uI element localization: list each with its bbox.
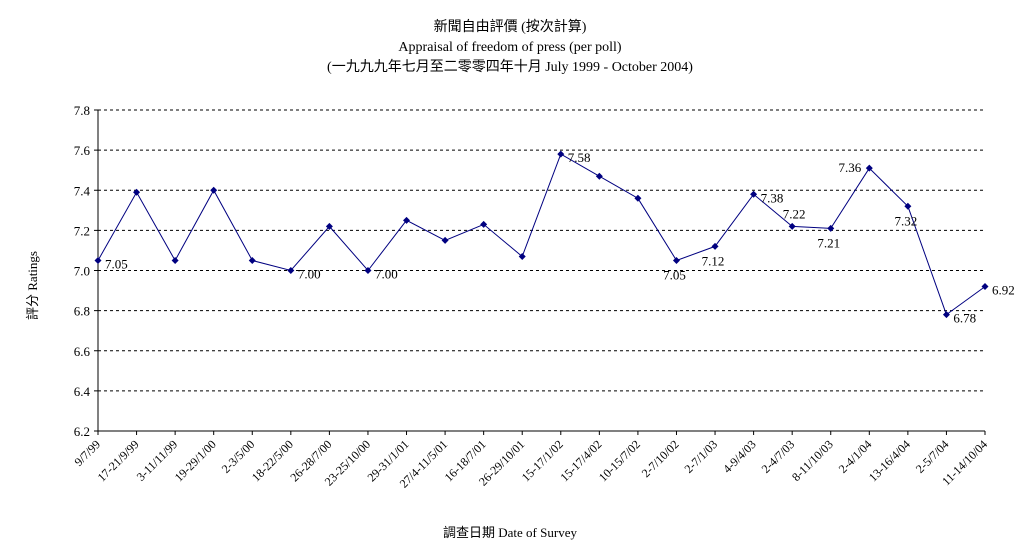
data-point xyxy=(210,186,218,194)
data-label: 7.05 xyxy=(663,267,686,282)
data-point xyxy=(672,256,680,264)
data-point xyxy=(711,242,719,250)
y-tick-label: 6.2 xyxy=(74,424,90,439)
data-label: 7.12 xyxy=(702,253,725,268)
y-tick-label: 6.4 xyxy=(74,384,91,399)
data-label: 7.58 xyxy=(568,150,591,165)
data-label: 7.00 xyxy=(298,267,321,282)
data-label: 7.21 xyxy=(817,235,840,250)
y-tick-label: 7.2 xyxy=(74,223,90,238)
data-label: 7.05 xyxy=(105,256,128,271)
data-point xyxy=(595,172,603,180)
x-tick-label: 17-21/9/99 xyxy=(95,437,142,484)
data-point xyxy=(403,216,411,224)
data-point xyxy=(248,256,256,264)
data-point xyxy=(480,220,488,228)
data-point xyxy=(827,224,835,232)
y-tick-label: 6.6 xyxy=(74,344,91,359)
chart-title-zh: 新聞自由評價 (按次計算) xyxy=(433,20,587,35)
data-label: 7.38 xyxy=(761,190,784,205)
y-tick-label: 7.4 xyxy=(74,183,91,198)
data-point xyxy=(904,202,912,210)
data-point xyxy=(981,283,989,291)
data-point xyxy=(518,252,526,260)
x-tick-label: 13-16/4/04 xyxy=(866,437,913,484)
y-tick-label: 7.0 xyxy=(74,264,90,279)
x-tick-label: 2-5/7/04 xyxy=(913,437,952,476)
x-tick-label: 8-11/10/03 xyxy=(789,437,836,484)
data-point xyxy=(94,256,102,264)
x-tick-label: 2-4/7/03 xyxy=(759,437,798,476)
x-tick-label: 2-3/5/00 xyxy=(219,437,258,476)
x-tick-label: 2-4/1/04 xyxy=(836,437,875,476)
x-tick-label: 2-7/1/03 xyxy=(682,437,721,476)
series-line xyxy=(97,153,986,316)
chart-title-en: Appraisal of freedom of press (per poll) xyxy=(398,40,622,55)
chart-titles: 新聞自由評價 (按次計算) Appraisal of freedom of pr… xyxy=(0,18,1020,78)
y-tick-label: 6.8 xyxy=(74,304,90,319)
x-tick-label: 9/7/99 xyxy=(72,437,104,469)
data-point xyxy=(750,190,758,198)
data-point xyxy=(865,164,873,172)
x-tick-label: 2-7/10/02 xyxy=(639,437,682,480)
data-point xyxy=(557,150,565,158)
data-point xyxy=(325,222,333,230)
data-point xyxy=(441,236,449,244)
y-tick-label: 7.8 xyxy=(74,103,90,118)
x-tick-label: 19-29/1/00 xyxy=(172,437,219,484)
data-label: 7.00 xyxy=(375,267,398,282)
data-point xyxy=(171,256,179,264)
data-point xyxy=(942,311,950,319)
data-label: 7.36 xyxy=(839,160,862,175)
data-point xyxy=(788,222,796,230)
y-tick-label: 7.6 xyxy=(74,143,91,158)
chart-subtitle: (一九九九年七月至二零零四年十月 July 1999 - October 200… xyxy=(327,60,693,75)
data-label: 7.22 xyxy=(783,206,806,221)
x-axis-label: 調查日期 Date of Survey xyxy=(443,525,577,540)
data-label: 6.78 xyxy=(953,311,976,326)
data-point xyxy=(364,267,372,274)
data-label: 6.92 xyxy=(992,283,1015,298)
x-tick-label: 4-9/4/03 xyxy=(720,437,759,476)
data-point xyxy=(133,188,141,196)
x-tick-label: 10-15/7/02 xyxy=(596,437,643,484)
data-label: 7.32 xyxy=(894,213,917,228)
data-point xyxy=(287,267,295,274)
data-point xyxy=(634,194,642,202)
